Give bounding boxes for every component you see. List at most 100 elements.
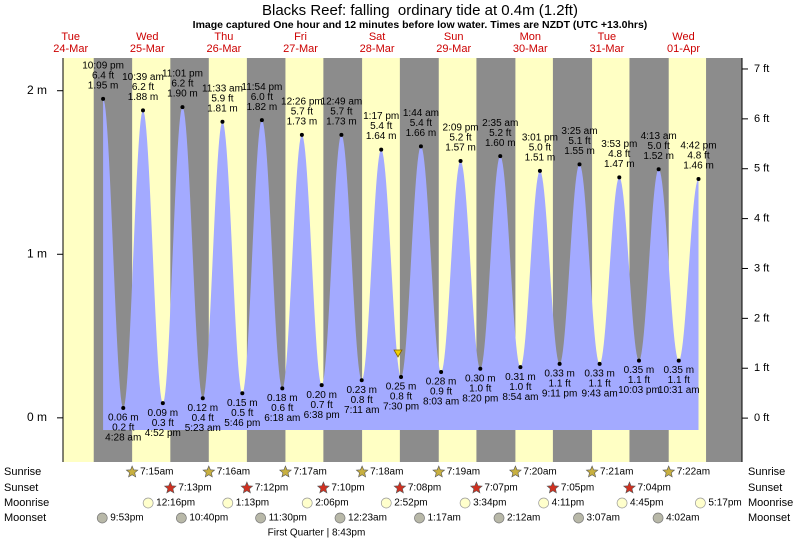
tide-time: 7:30 pm [383, 402, 419, 413]
moonset-icon [175, 512, 187, 524]
moonset-icon [96, 512, 108, 524]
sunset-icon [316, 481, 330, 494]
tide-height-m: 1.55 m [564, 146, 595, 157]
sunset-icon [469, 481, 483, 494]
y2-tick-label: 0 ft [754, 412, 769, 424]
tide-height-m: 1.95 m [88, 81, 119, 92]
tide-height-m: 1.47 m [604, 159, 635, 170]
sunset-time: 7:05pm [561, 483, 594, 494]
moonrise-icon [616, 497, 628, 509]
y-tick-label: 1 m [27, 246, 47, 260]
tide-height-m: 1.52 m [643, 151, 674, 162]
tide-height-ft: 1.0 ft [469, 383, 491, 394]
tide-height-ft: 0.6 ft [271, 403, 293, 414]
tide-point [359, 378, 364, 383]
tide-time: 3:53 pm [601, 139, 637, 150]
sunrise-icon [125, 465, 139, 478]
tide-time: 3:01 pm [522, 132, 558, 143]
moonrise-time: 5:17pm [708, 498, 741, 509]
tide-time: 12:49 am [321, 97, 363, 108]
tide-height-ft: 0.4 ft [192, 413, 214, 424]
moonset-icon [334, 512, 346, 524]
tide-point [240, 391, 245, 396]
current-tide-marker [393, 349, 403, 358]
tide-height-ft: 5.1 ft [568, 136, 590, 147]
y2-tick-label: 5 ft [754, 163, 769, 175]
tide-point [577, 162, 582, 167]
day-weekday: Tue [598, 31, 617, 43]
tide-height-ft: 4.8 ft [687, 151, 709, 162]
moonset-time: 11:30pm [269, 513, 307, 524]
tide-point [439, 370, 444, 375]
sunrise-time: 7:18am [370, 467, 403, 478]
tide-point [557, 361, 562, 366]
tide-height-m: 0.18 m [267, 393, 298, 404]
sunset-time: 7:04pm [637, 483, 670, 494]
tide-height-ft: 5.7 ft [291, 107, 313, 118]
row-label: Sunset [4, 482, 38, 494]
tide-height-ft: 1.1 ft [668, 375, 690, 386]
day-date: 28-Mar [360, 43, 395, 55]
moonset-time: 2:12am [507, 513, 540, 524]
moonset-time: 9:53pm [110, 513, 143, 524]
tide-point [101, 96, 106, 101]
tide-height-m: 1.90 m [167, 89, 198, 100]
sunrise-icon [202, 465, 216, 478]
sunrise-icon [662, 465, 676, 478]
sunset-icon [622, 481, 636, 494]
tide-height-m: 0.09 m [148, 408, 179, 419]
tide-height-ft: 0.3 ft [152, 418, 174, 429]
tide-time: 10:31 am [658, 385, 700, 396]
day-weekday: Wed [136, 31, 158, 43]
tide-height-ft: 1.1 ft [588, 379, 610, 390]
sunrise-icon [585, 465, 599, 478]
sunrise-time: 7:20am [523, 467, 556, 478]
sunset-icon [163, 481, 177, 494]
moonset-icon [255, 512, 266, 524]
tide-time: 7:11 am [344, 405, 379, 416]
moonrise-time: 4:45pm [630, 498, 663, 509]
sunrise-icon [432, 465, 446, 478]
y2-tick-label: 4 ft [754, 213, 769, 225]
day-weekday: Sat [369, 31, 386, 43]
tide-height-ft: 5.2 ft [449, 133, 471, 144]
tide-height-ft: 0.9 ft [430, 387, 452, 398]
moon-phase: First Quarter | 8:43pm [268, 528, 366, 538]
tide-height-ft: 5.4 ft [370, 121, 392, 132]
day-weekday: Fri [294, 31, 307, 43]
moonrise-time: 4:11pm [552, 498, 585, 509]
tide-time: 9:11 pm [542, 389, 577, 400]
tide-time: 2:35 am [482, 118, 518, 129]
tide-height-m: 0.23 m [346, 385, 377, 396]
tide-time: 10:09 pm [82, 61, 124, 72]
tide-height-ft: 5.0 ft [648, 141, 670, 152]
moonset-time: 10:40pm [189, 513, 228, 524]
tide-time: 4:13 am [641, 131, 677, 142]
sunrise-time: 7:16am [217, 467, 250, 478]
tide-height-m: 1.60 m [485, 138, 516, 149]
tide-height-m: 0.20 m [306, 390, 337, 401]
tide-time: 2:09 pm [442, 123, 478, 134]
moonset-time: 3:07am [587, 513, 620, 524]
tide-height-ft: 1.1 ft [548, 379, 570, 390]
sunset-icon [240, 481, 254, 494]
day-weekday: Thu [214, 31, 233, 43]
tide-height-ft: 6.4 ft [92, 71, 114, 82]
tide-time: 5:46 pm [224, 418, 260, 429]
tide-time: 4:28 am [105, 433, 141, 444]
moonrise-icon [301, 497, 313, 509]
tide-point [160, 401, 165, 406]
tide-point [518, 365, 523, 370]
tide-height-m: 0.06 m [108, 413, 139, 424]
tide-time: 8:54 am [502, 392, 538, 403]
day-weekday: Mon [520, 31, 541, 43]
tide-point [498, 154, 503, 159]
sunrise-time: 7:17am [293, 467, 326, 478]
tide-point [319, 383, 324, 388]
tide-height-m: 1.73 m [287, 117, 318, 128]
moonrise-icon [459, 497, 471, 509]
tide-height-ft: 5.2 ft [489, 128, 511, 139]
daylight-band [63, 58, 94, 462]
day-date: 01-Apr [667, 43, 700, 55]
tide-height-m: 0.33 m [544, 369, 575, 380]
